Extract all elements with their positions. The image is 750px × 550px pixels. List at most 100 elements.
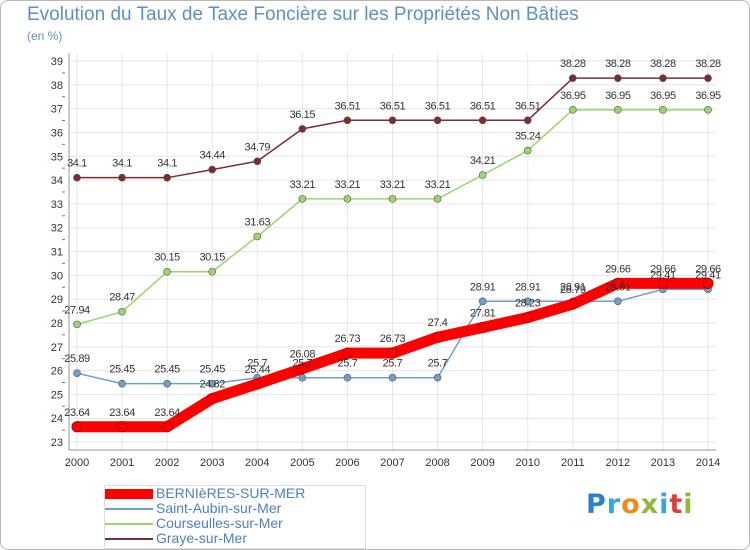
data-label: 36.95 [560,90,586,102]
legend-swatch-bernieres [105,489,153,499]
data-label: 36.15 [290,109,316,121]
data-label: 36.95 [650,90,676,102]
x-tick-label: 2008 [425,457,449,469]
y-tick-label: 36 [51,127,63,139]
data-label: 36.51 [335,100,361,112]
data-point-0 [432,331,444,343]
data-point-1 [433,373,442,382]
data-label: 25.45 [199,364,225,376]
data-point-0 [161,421,173,433]
grid-layer [69,53,716,450]
x-tick-label: 2010 [515,457,539,469]
data-point-0 [251,378,263,390]
data-label: 25.89 [64,353,90,365]
data-label: 26.73 [335,333,361,345]
y-tick-label: 29 [51,294,63,306]
data-label: 30.15 [199,252,225,264]
data-point-1 [208,379,217,388]
data-point-0 [702,277,714,289]
data-label: 36.51 [380,100,406,112]
data-label: 38.28 [695,58,721,70]
chart-title: Evolution du Taux de Taxe Foncière sur l… [27,4,579,25]
data-label: 28.91 [470,281,496,293]
y-tick-label: 33 [51,199,63,211]
legend-item-saint-aubin: Saint-Aubin-sur-Mer [105,500,365,516]
x-tick-label: 2002 [155,457,179,469]
data-label: 25.45 [109,364,135,376]
data-label: 29.66 [650,263,676,275]
data-point-0 [116,421,128,433]
data-point-0 [612,277,624,289]
legend-item-graye: Graye-sur-Mer [105,530,365,546]
data-label: 28.47 [109,292,135,304]
data-point-0 [477,321,489,333]
data-point-3 [523,116,532,125]
data-point-0 [341,347,353,359]
legend-label-graye: Graye-sur-Mer [156,530,248,546]
legend-swatch-graye [105,538,153,540]
data-point-2 [298,195,307,203]
data-label: 28.79 [560,284,586,296]
data-label: 38.28 [605,58,631,70]
data-point-3 [343,116,352,125]
data-point-1 [388,373,397,382]
data-label: 25.7 [383,358,403,370]
data-point-1 [614,297,622,306]
axis-layer: 23 24 25 26 27 28 29 30 31 32 33 34 35 36 37 38 39 2000 20… [51,53,720,469]
y-tick-label: 37 [51,104,63,116]
x-tick-label: 2012 [606,457,630,469]
x-tick-label: 2011 [561,457,585,469]
legend-swatch-courseulles [105,523,153,525]
y-tick-label: 27 [51,342,63,354]
x-tick-label: 2005 [290,457,314,469]
data-point-3 [614,74,622,82]
legend-item-courseulles: Courseulles-sur-Mer [105,515,365,531]
data-label: 28.23 [515,297,541,309]
data-label: 24.82 [199,379,225,391]
y-tick-label: 23 [51,437,63,449]
legend: BERNIèRES-SUR-MER Saint-Aubin-sur-Mer Co… [104,485,366,549]
data-point-2 [253,232,262,241]
value-label-layer: 23.64 23.64 23.64 24.82 25.44 26.08 26.73 26.73… [64,58,721,419]
data-point-1 [73,369,81,377]
data-point-0 [206,393,218,405]
data-point-1 [343,373,352,382]
data-point-2 [523,146,532,155]
data-label: 27.81 [470,307,496,319]
data-label: 25.7 [292,358,312,370]
unit-label: (en %) [27,29,63,43]
data-point-0 [296,363,308,375]
data-label: 34.44 [199,150,225,162]
data-label: 26.08 [290,349,316,361]
y-tick-label: 28 [51,318,63,330]
data-point-3 [163,173,171,182]
data-label: 25.44 [245,364,271,376]
y-tick-label: 25 [51,389,63,401]
x-tick-label: 2004 [245,457,269,469]
data-point-1 [118,379,126,388]
data-label: 23.64 [64,407,90,419]
data-point-2 [208,267,217,276]
y-tick-label: 39 [51,56,63,68]
data-label: 34.79 [245,141,271,153]
legend-swatch-saint-aubin [105,508,153,510]
data-label: 34.1 [157,158,177,170]
legend-label-bernieres: BERNIèRES-SUR-MER [156,485,306,501]
x-tick-label: 2014 [696,457,720,469]
x-tick-label: 2001 [110,457,134,469]
data-point-3 [388,116,397,125]
x-tick-label: 2006 [335,457,359,469]
data-label: 34.1 [112,158,132,170]
data-point-3 [433,116,442,125]
x-tick-label: 2000 [65,457,89,469]
data-label: 25.7 [247,358,267,370]
data-label: 25.7 [338,358,358,370]
data-label: 36.51 [470,100,496,112]
x-tick-label: 2003 [200,457,224,469]
data-label: 31.63 [245,216,271,228]
data-point-3 [208,165,217,174]
y-tick-label: 35 [51,151,63,163]
data-label: 27.4 [428,317,448,329]
data-label: 30.15 [154,252,180,264]
data-point-3 [478,116,487,125]
